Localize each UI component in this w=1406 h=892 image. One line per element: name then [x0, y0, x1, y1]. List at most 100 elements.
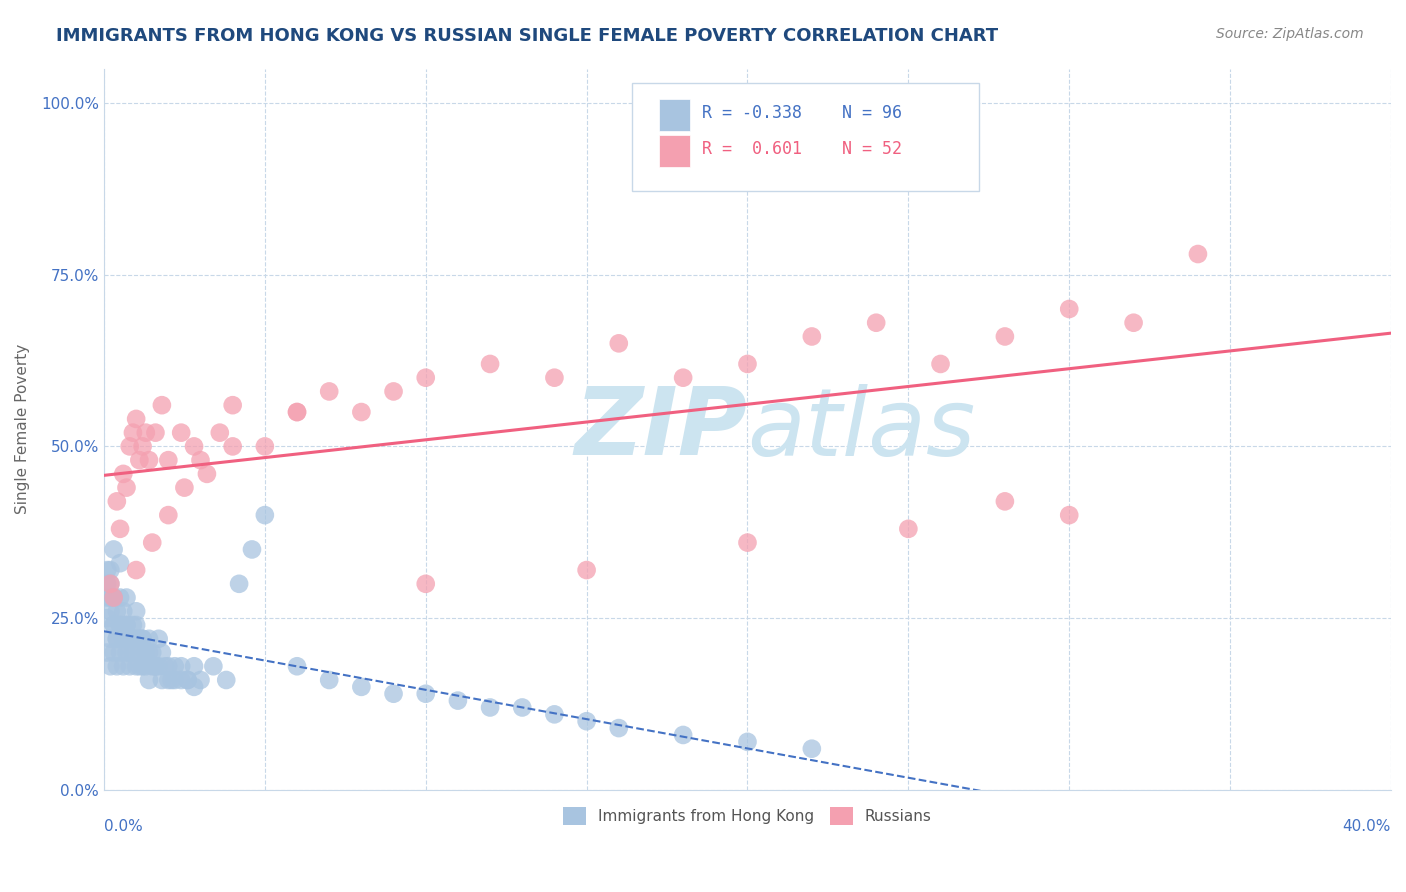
Point [479, 357, 502, 371]
Text: R =  0.601    N = 52: R = 0.601 N = 52 [703, 140, 903, 158]
Point [135, 659, 157, 673]
Point [112, 632, 135, 646]
Point [122, 425, 145, 440]
Point [108, 618, 131, 632]
Point [96, 576, 118, 591]
Point [318, 384, 340, 399]
Point [253, 508, 276, 522]
Point [108, 591, 131, 605]
Point [543, 370, 565, 384]
Point [112, 659, 135, 673]
Point [131, 439, 153, 453]
Point [221, 439, 243, 453]
Y-axis label: Single Female Poverty: Single Female Poverty [15, 344, 30, 515]
Point [183, 439, 205, 453]
Point [135, 646, 157, 660]
Point [103, 591, 125, 605]
Point [737, 535, 759, 549]
Point [145, 659, 167, 673]
Point [285, 659, 308, 673]
Point [148, 659, 170, 673]
Point [318, 673, 340, 687]
Point [103, 618, 125, 632]
Point [103, 646, 125, 660]
Point [122, 632, 145, 646]
Text: atlas: atlas [748, 384, 976, 475]
Point [125, 659, 148, 673]
Point [173, 481, 195, 495]
Point [128, 659, 150, 673]
Point [672, 728, 695, 742]
Point [141, 535, 163, 549]
Point [215, 673, 238, 687]
Point [163, 673, 186, 687]
Point [607, 721, 630, 735]
Point [157, 508, 180, 522]
Point [865, 316, 887, 330]
Legend: Immigrants from Hong Kong, Russians: Immigrants from Hong Kong, Russians [555, 799, 939, 833]
Point [115, 481, 138, 495]
Point [800, 741, 823, 756]
Point [131, 659, 153, 673]
Point [105, 632, 128, 646]
Point [150, 398, 173, 412]
Point [170, 425, 193, 440]
Point [285, 405, 308, 419]
Point [253, 439, 276, 453]
Point [100, 604, 122, 618]
Point [125, 412, 148, 426]
Point [195, 467, 218, 481]
Point [125, 618, 148, 632]
Point [138, 453, 160, 467]
Point [1122, 316, 1144, 330]
Point [607, 336, 630, 351]
Point [153, 659, 176, 673]
Point [100, 591, 122, 605]
Point [800, 329, 823, 343]
Point [131, 632, 153, 646]
Point [1057, 508, 1080, 522]
Point [108, 618, 131, 632]
Point [100, 632, 122, 646]
Point [737, 357, 759, 371]
Point [176, 673, 198, 687]
Point [103, 591, 125, 605]
Point [160, 673, 183, 687]
Point [115, 591, 138, 605]
Point [208, 425, 231, 440]
Point [150, 673, 173, 687]
Text: 0.0%: 0.0% [104, 819, 143, 834]
Point [135, 425, 157, 440]
Point [897, 522, 920, 536]
Point [108, 646, 131, 660]
Point [157, 453, 180, 467]
Point [575, 563, 598, 577]
Point [994, 494, 1017, 508]
Point [108, 556, 131, 570]
Point [510, 700, 533, 714]
Point [382, 384, 405, 399]
Point [138, 646, 160, 660]
Point [118, 659, 141, 673]
Point [100, 576, 122, 591]
Point [96, 563, 118, 577]
Point [128, 646, 150, 660]
Point [285, 405, 308, 419]
Text: ZIP: ZIP [575, 384, 748, 475]
Text: Source: ZipAtlas.com: Source: ZipAtlas.com [1216, 27, 1364, 41]
Point [105, 604, 128, 618]
FancyBboxPatch shape [631, 83, 979, 191]
Point [115, 618, 138, 632]
Point [183, 659, 205, 673]
Point [350, 405, 373, 419]
Point [150, 646, 173, 660]
Point [125, 563, 148, 577]
Point [115, 646, 138, 660]
Point [672, 370, 695, 384]
Point [1187, 247, 1209, 261]
Point [103, 618, 125, 632]
Point [125, 632, 148, 646]
Point [170, 659, 193, 673]
Text: IMMIGRANTS FROM HONG KONG VS RUSSIAN SINGLE FEMALE POVERTY CORRELATION CHART: IMMIGRANTS FROM HONG KONG VS RUSSIAN SIN… [56, 27, 998, 45]
Point [135, 646, 157, 660]
